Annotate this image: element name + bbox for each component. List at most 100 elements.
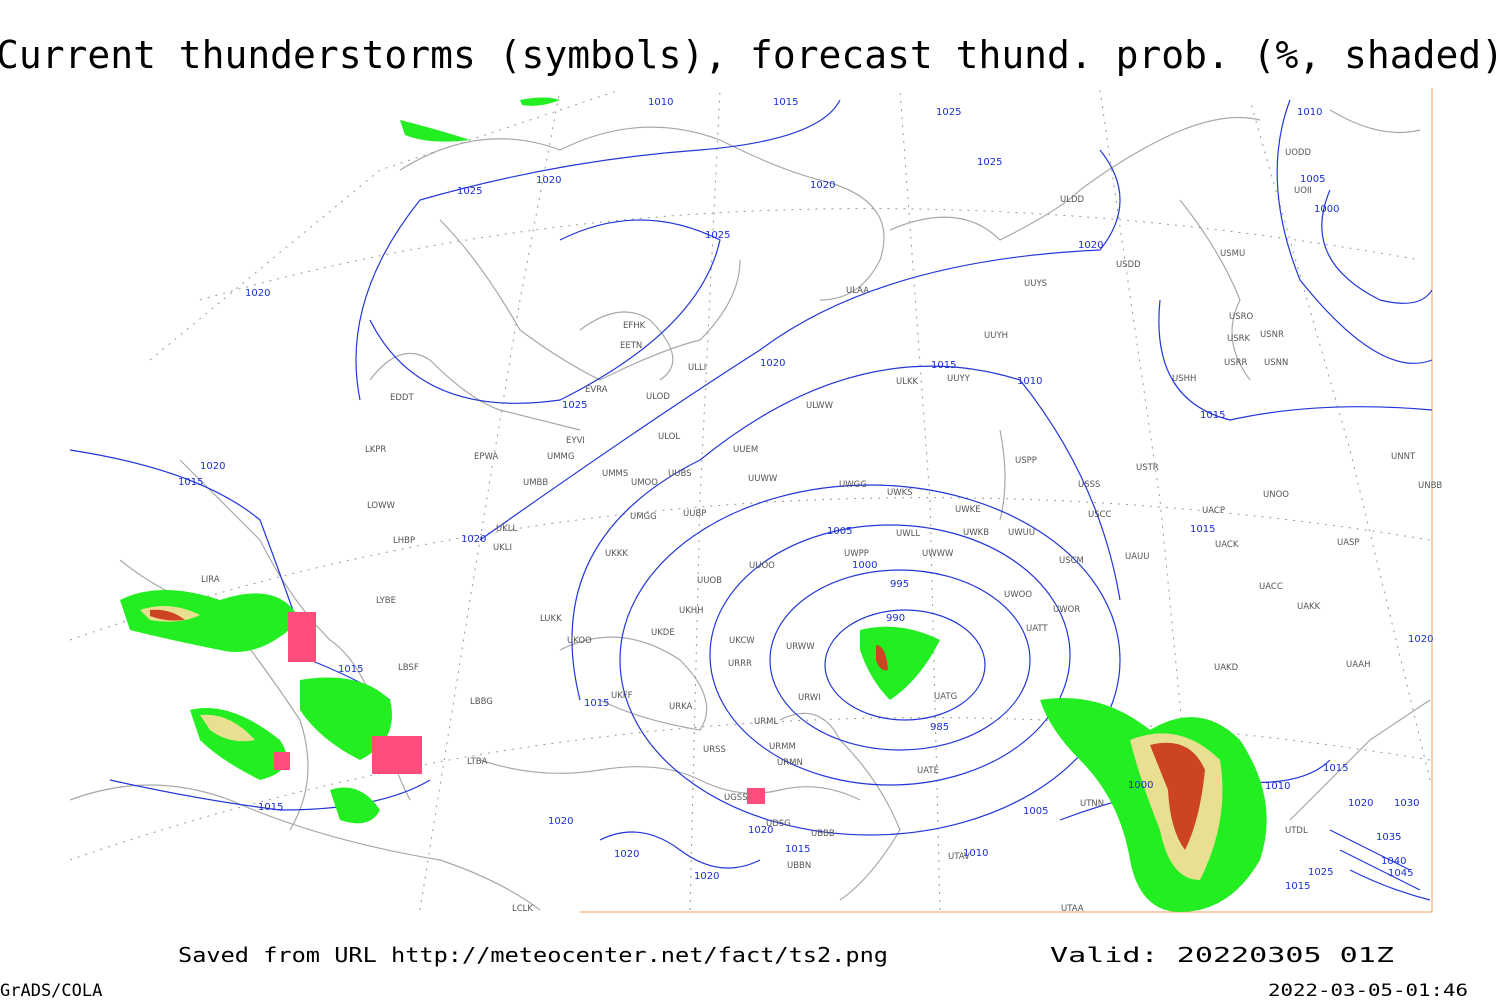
station-label: UATG <box>934 692 957 702</box>
station-label: UUBP <box>683 509 706 519</box>
isobar-label: 1010 <box>1297 107 1322 118</box>
station-label: USHH <box>1172 374 1196 384</box>
isobar-label: 995 <box>890 579 909 590</box>
isobar-label: 1020 <box>760 358 785 369</box>
isobar-label: 1020 <box>810 180 835 191</box>
station-label: UKFF <box>611 691 633 701</box>
station-label: URWW <box>786 642 815 652</box>
station-label: URRR <box>728 659 752 669</box>
isobar-label: 1020 <box>748 825 773 836</box>
isobar-label: 1010 <box>1017 376 1042 387</box>
station-label: UUWW <box>748 474 778 484</box>
station-label: UDSG <box>766 819 791 829</box>
isobar-label: 1020 <box>548 816 573 827</box>
probability-shading <box>120 97 1267 912</box>
isobar-label: 1020 <box>536 175 561 186</box>
isobar-label: 1015 <box>1323 763 1348 774</box>
station-label: UWOO <box>1004 590 1032 600</box>
station-label: UMGG <box>630 512 657 522</box>
isobar-label: 1020 <box>1408 634 1433 645</box>
isobar-label: 1025 <box>936 107 961 118</box>
isobar-label: 1030 <box>1394 798 1419 809</box>
source-note: Saved from URL http://meteocenter.net/fa… <box>178 943 888 967</box>
isobar-label: 1015 <box>1285 881 1310 892</box>
station-label: UUOO <box>749 561 775 571</box>
station-label: USNN <box>1264 358 1288 368</box>
station-label: UAUU <box>1125 552 1149 562</box>
station-label: UATE <box>917 766 939 776</box>
station-label: USDD <box>1116 260 1141 270</box>
station-label: UBBN <box>787 861 811 871</box>
station-label: UMMS <box>602 469 628 479</box>
station-label: UAAH <box>1346 660 1370 670</box>
station-label: UMMG <box>547 452 574 462</box>
station-label: UKOO <box>567 636 592 646</box>
isobar-label: 1015 <box>338 664 363 675</box>
station-label: UWOR <box>1053 605 1080 615</box>
isobar-label: 1020 <box>461 534 486 545</box>
station-label: URWI <box>798 693 821 703</box>
isobar-label: 1020 <box>614 849 639 860</box>
station-label: ULAA <box>846 286 869 296</box>
isobar-label: 1015 <box>258 802 283 813</box>
station-label: URKA <box>669 702 693 712</box>
station-label: UAKK <box>1297 602 1321 612</box>
software-credit: GrADS/COLA <box>0 981 102 1000</box>
coastlines <box>69 109 1431 911</box>
station-label: UKHH <box>679 606 704 616</box>
station-label: URMN <box>777 758 803 768</box>
station-label: UKCW <box>729 636 755 646</box>
station-label: ULOD <box>646 392 670 402</box>
isobar-label: 1020 <box>245 288 270 299</box>
station-label: UASP <box>1337 538 1360 548</box>
station-label: UWPP <box>844 549 869 559</box>
station-label: EVRA <box>585 385 608 395</box>
station-label: ULOL <box>658 432 680 442</box>
station-label: UODD <box>1285 148 1311 158</box>
station-label: USNR <box>1260 330 1284 340</box>
station-label: UNNT <box>1391 452 1416 462</box>
isobar-label: 1000 <box>852 560 877 571</box>
station-label: LOWW <box>367 501 396 511</box>
station-label: UUYS <box>1024 279 1047 289</box>
station-label: UOII <box>1294 186 1312 196</box>
station-label: URMM <box>769 742 796 752</box>
station-label: UWKE <box>955 505 981 515</box>
thunderstorm-symbols <box>274 612 765 804</box>
station-label: LYBE <box>376 596 396 606</box>
isobar-label: 1035 <box>1376 832 1401 843</box>
station-label: UKDE <box>651 628 675 638</box>
station-label: ULKK <box>896 377 919 387</box>
station-label: URML <box>754 717 778 727</box>
station-label: USCM <box>1059 556 1084 566</box>
station-label: USCC <box>1088 510 1112 520</box>
station-label: UWLL <box>896 529 920 539</box>
isobar-label: 1005 <box>1023 806 1048 817</box>
isobar-label: 1015 <box>1200 410 1225 421</box>
station-label: UMBB <box>523 478 548 488</box>
isobar-label: 1010 <box>1265 781 1290 792</box>
station-label: USMU <box>1220 249 1245 259</box>
station-label: UUEM <box>733 445 758 455</box>
station-label: EPWA <box>474 452 498 462</box>
station-label: ULWW <box>806 401 834 411</box>
station-label: UKKK <box>605 549 628 559</box>
station-label: UWWW <box>922 549 954 559</box>
valid-time: Valid: 20220305 01Z <box>1050 943 1394 967</box>
station-label: LTBA <box>467 757 488 767</box>
station-label: LIRA <box>201 575 220 585</box>
isobar-label: 1005 <box>1300 174 1325 185</box>
station-label: LUKK <box>540 614 562 624</box>
station-label: UATT <box>1026 624 1048 634</box>
isobar-label: 1010 <box>963 848 988 859</box>
isobar-label: 1025 <box>457 186 482 197</box>
isobar-label: 985 <box>930 722 949 733</box>
station-label: UTAV <box>948 852 970 862</box>
isobar-label: 1025 <box>1308 867 1333 878</box>
station-label: UACP <box>1202 506 1225 516</box>
station-label: USPP <box>1015 456 1037 466</box>
station-label: UTNN <box>1080 799 1104 809</box>
station-label: USRK <box>1227 334 1251 344</box>
isobar-label: 1015 <box>785 844 810 855</box>
